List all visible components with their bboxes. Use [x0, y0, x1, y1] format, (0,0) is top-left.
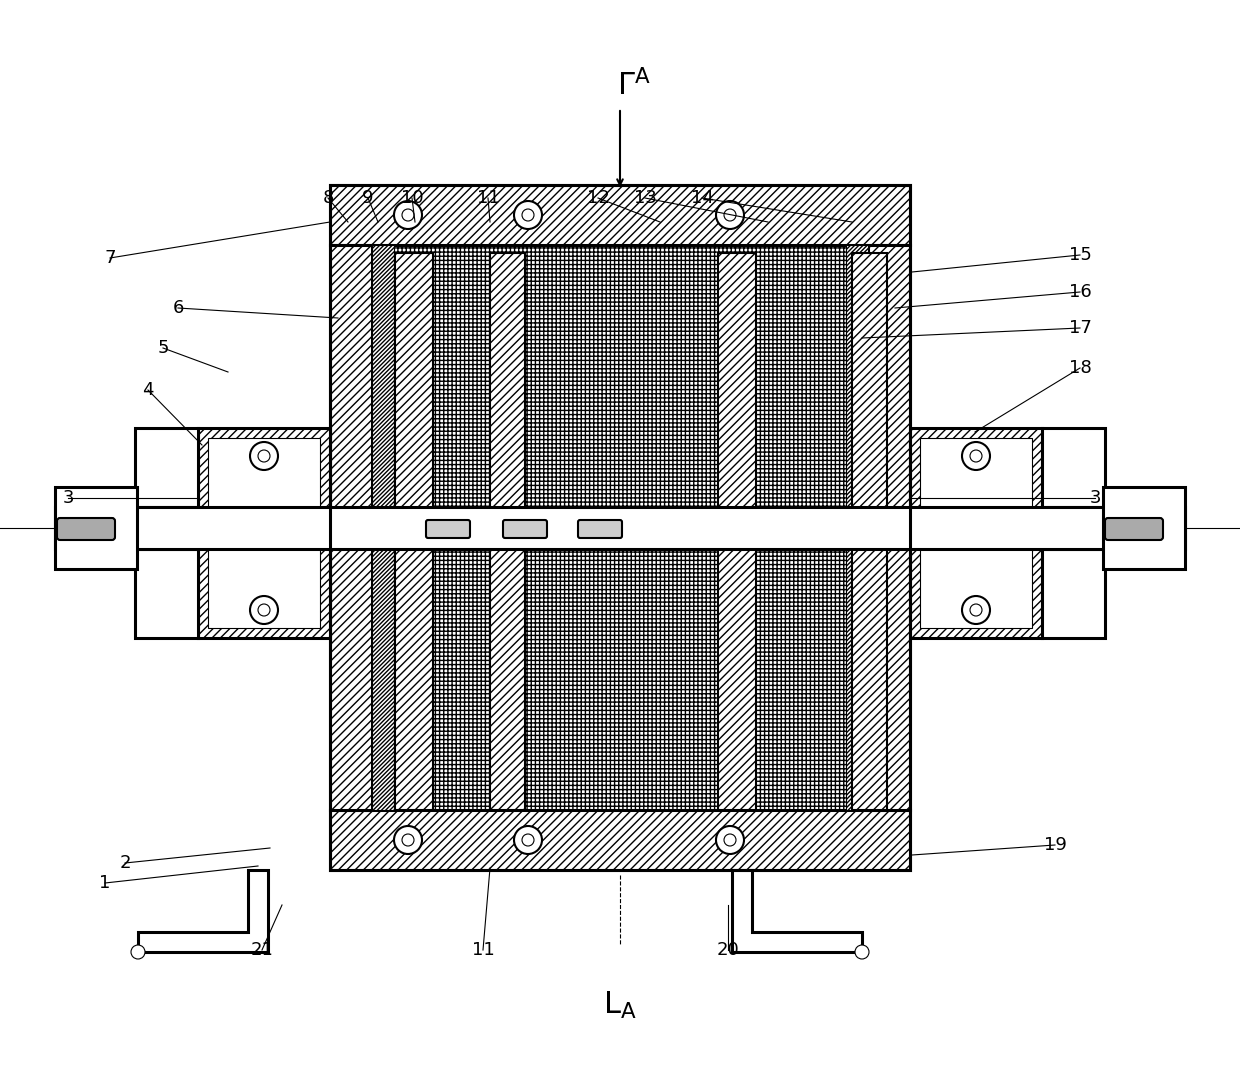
Text: 13: 13	[634, 190, 656, 207]
Circle shape	[131, 945, 145, 960]
Bar	[330, 185, 910, 870]
Bar	[394, 245, 846, 810]
Bar	[330, 185, 910, 870]
Text: 4: 4	[143, 381, 154, 399]
Circle shape	[402, 209, 414, 221]
Text: 11: 11	[476, 190, 500, 207]
Bar	[55, 507, 1185, 549]
Text: 1: 1	[99, 874, 110, 892]
Circle shape	[715, 826, 744, 854]
Bar	[1042, 549, 1105, 638]
Circle shape	[394, 201, 422, 229]
Text: 18: 18	[1069, 358, 1091, 377]
Text: 8: 8	[322, 190, 334, 207]
Text: 10: 10	[401, 190, 423, 207]
Bar	[490, 253, 525, 529]
Bar	[135, 428, 198, 507]
Text: 9: 9	[362, 190, 373, 207]
Bar	[490, 536, 525, 810]
Polygon shape	[732, 870, 862, 952]
Bar	[1104, 487, 1185, 569]
Text: 20: 20	[717, 941, 739, 960]
Text: 17: 17	[1069, 319, 1091, 337]
FancyBboxPatch shape	[427, 520, 470, 538]
Text: 6: 6	[172, 299, 184, 317]
Text: 3: 3	[1089, 490, 1101, 507]
Text: 2: 2	[119, 854, 130, 872]
Circle shape	[402, 834, 414, 846]
Text: 21: 21	[250, 941, 274, 960]
Bar	[55, 487, 136, 569]
Text: 11: 11	[471, 941, 495, 960]
Bar	[852, 536, 887, 810]
Circle shape	[394, 826, 422, 854]
Circle shape	[522, 834, 534, 846]
Bar	[920, 438, 1032, 628]
Bar	[330, 245, 372, 810]
Circle shape	[856, 945, 869, 960]
Bar	[330, 810, 910, 870]
Circle shape	[962, 596, 990, 624]
Text: 3: 3	[62, 490, 73, 507]
Text: 5: 5	[157, 339, 169, 357]
Circle shape	[522, 209, 534, 221]
Bar	[198, 428, 330, 638]
FancyBboxPatch shape	[57, 518, 115, 540]
Text: 16: 16	[1069, 283, 1091, 301]
Circle shape	[250, 442, 278, 470]
Circle shape	[724, 209, 737, 221]
FancyBboxPatch shape	[1105, 518, 1163, 540]
Bar	[846, 245, 868, 810]
Bar	[396, 253, 433, 529]
Bar	[372, 245, 394, 810]
Circle shape	[258, 451, 270, 462]
Circle shape	[970, 604, 982, 616]
Circle shape	[515, 826, 542, 854]
Text: 14: 14	[691, 190, 713, 207]
Circle shape	[970, 451, 982, 462]
Bar	[208, 438, 320, 628]
Bar	[910, 428, 1042, 638]
Circle shape	[258, 604, 270, 616]
Bar	[135, 549, 198, 638]
Circle shape	[250, 596, 278, 624]
Text: 7: 7	[104, 249, 115, 268]
Polygon shape	[138, 870, 268, 952]
Bar	[718, 536, 756, 810]
Text: $\mathsf{\Gamma}^{\mathsf{A}}$: $\mathsf{\Gamma}^{\mathsf{A}}$	[618, 68, 651, 101]
FancyBboxPatch shape	[578, 520, 622, 538]
Bar	[396, 536, 433, 810]
Text: 12: 12	[587, 190, 609, 207]
FancyBboxPatch shape	[503, 520, 547, 538]
Text: $\mathsf{L}_{\mathsf{A}}$: $\mathsf{L}_{\mathsf{A}}$	[603, 990, 637, 1020]
Bar	[718, 253, 756, 529]
Bar	[852, 253, 887, 529]
Circle shape	[515, 201, 542, 229]
Circle shape	[715, 201, 744, 229]
Text: 15: 15	[1069, 246, 1091, 264]
Bar	[868, 245, 910, 810]
Bar	[1042, 428, 1105, 507]
Circle shape	[962, 442, 990, 470]
Text: 19: 19	[1044, 836, 1066, 854]
Bar	[330, 185, 910, 245]
Circle shape	[724, 834, 737, 846]
